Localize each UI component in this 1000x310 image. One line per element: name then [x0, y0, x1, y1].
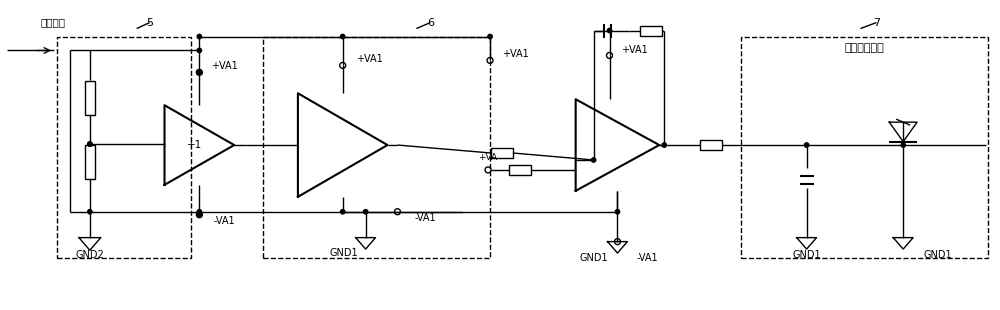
Circle shape [197, 213, 202, 217]
Circle shape [363, 210, 368, 214]
Text: GND1: GND1 [792, 250, 821, 259]
Bar [700, 140, 722, 150]
Text: GND1: GND1 [329, 248, 358, 258]
Text: +VA: +VA [478, 153, 498, 162]
Bar [640, 26, 662, 36]
Circle shape [607, 29, 612, 33]
Text: GND1: GND1 [924, 250, 952, 259]
Bar [85, 145, 95, 179]
Circle shape [804, 143, 809, 147]
Circle shape [662, 143, 666, 147]
Circle shape [591, 158, 596, 162]
Text: 电容电压: 电容电压 [40, 18, 65, 28]
Bar [491, 148, 513, 158]
Circle shape [341, 34, 345, 39]
Bar [85, 81, 95, 115]
Text: 模拟电压信号: 模拟电压信号 [844, 43, 884, 54]
Text: +VA1: +VA1 [621, 46, 648, 55]
Text: GND1: GND1 [579, 253, 608, 263]
Text: GND2: GND2 [75, 250, 104, 259]
Text: -VA1: -VA1 [415, 213, 436, 223]
Circle shape [197, 48, 202, 53]
Circle shape [88, 210, 92, 214]
Text: +VA1: +VA1 [356, 55, 383, 64]
Circle shape [88, 142, 92, 146]
Text: -VA1: -VA1 [213, 216, 235, 226]
Text: +VA1: +VA1 [502, 50, 528, 60]
Text: 7: 7 [873, 18, 880, 28]
Text: -VA1: -VA1 [637, 253, 658, 263]
Text: +1: +1 [187, 140, 202, 150]
Text: +VA1: +VA1 [211, 61, 238, 71]
Bar [263, 37, 490, 258]
Text: 6: 6 [427, 18, 434, 28]
Circle shape [901, 143, 905, 147]
Circle shape [88, 142, 92, 146]
Bar [741, 37, 988, 258]
Circle shape [197, 70, 202, 75]
Bar [57, 37, 191, 258]
Circle shape [197, 210, 202, 214]
Circle shape [615, 210, 620, 214]
Circle shape [341, 210, 345, 214]
Bar [509, 165, 531, 175]
Circle shape [197, 34, 202, 39]
Circle shape [488, 34, 492, 39]
Text: 5: 5 [146, 18, 153, 28]
